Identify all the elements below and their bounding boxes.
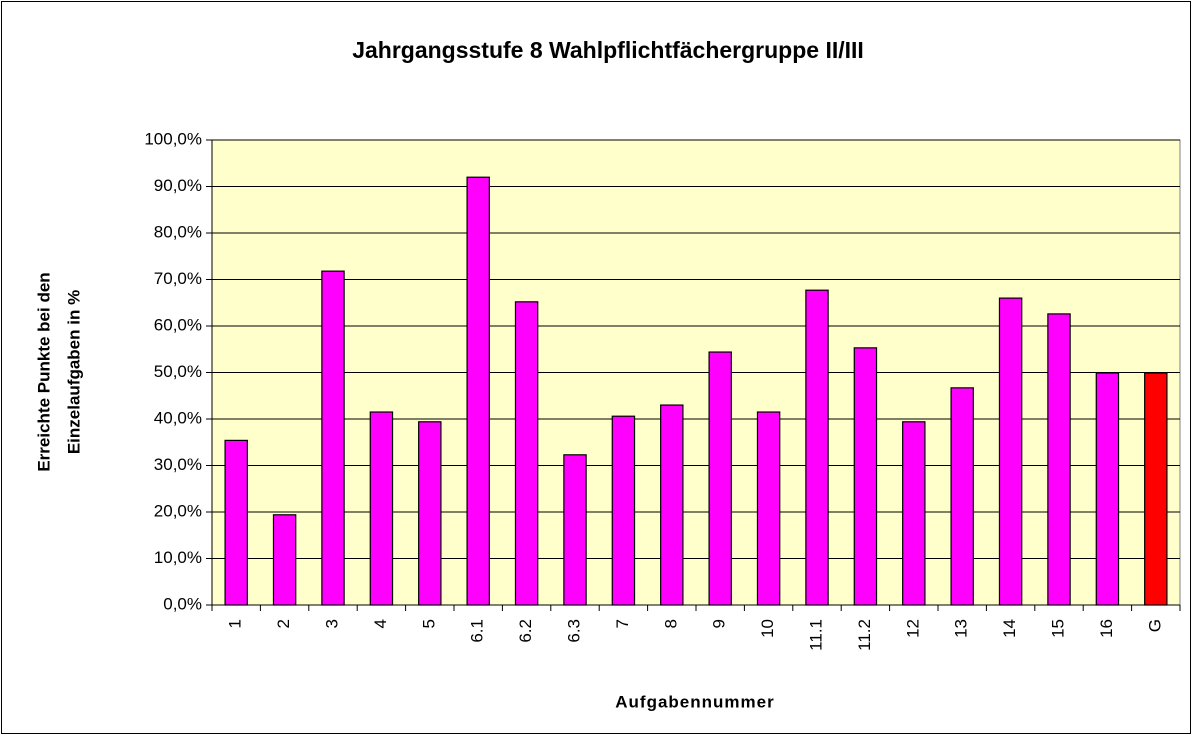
bar bbox=[708, 351, 732, 606]
x-tick-label: 6.2 bbox=[516, 619, 535, 643]
x-tick-label: 6.3 bbox=[564, 619, 583, 643]
bar bbox=[1095, 372, 1120, 606]
x-tick-label: 14 bbox=[1000, 619, 1019, 638]
bar bbox=[321, 270, 345, 606]
x-tick-label: 13 bbox=[952, 619, 971, 638]
x-axis-title: Aufgabennummer bbox=[615, 692, 774, 711]
bar bbox=[369, 411, 394, 606]
y-tick-label: 90,0% bbox=[154, 176, 202, 195]
x-tick-label: 5 bbox=[419, 619, 438, 628]
x-tick-label: 15 bbox=[1048, 619, 1067, 638]
x-tick-label: 4 bbox=[371, 619, 390, 628]
y-tick-label: 60,0% bbox=[154, 315, 202, 334]
bar bbox=[853, 347, 878, 606]
bar bbox=[563, 454, 587, 606]
bar bbox=[902, 421, 926, 606]
y-tick-label: 40,0% bbox=[154, 408, 202, 427]
x-tick-label: 1 bbox=[226, 619, 245, 628]
bar bbox=[224, 439, 248, 606]
chart-title: Jahrgangsstufe 8 Wahlpflichtfächergruppe… bbox=[352, 37, 864, 63]
bar bbox=[418, 421, 442, 606]
x-tick-label: 7 bbox=[613, 619, 632, 628]
x-tick-label: 6.1 bbox=[468, 619, 487, 643]
x-tick-label: 2 bbox=[274, 619, 293, 628]
bar bbox=[660, 404, 684, 606]
x-tick-label: 8 bbox=[661, 619, 680, 628]
y-tick-label: 70,0% bbox=[154, 269, 202, 288]
y-axis-title: Einzelaufgaben in % bbox=[64, 290, 83, 454]
bar bbox=[1144, 372, 1168, 606]
y-tick-label: 30,0% bbox=[154, 455, 202, 474]
bar bbox=[950, 387, 974, 606]
x-tick-label: 10 bbox=[758, 619, 777, 638]
x-tick-label: 9 bbox=[710, 619, 729, 628]
y-tick-label: 10,0% bbox=[154, 548, 202, 567]
y-tick-label: 50,0% bbox=[154, 362, 202, 381]
bar bbox=[514, 301, 539, 606]
y-tick-label: 0,0% bbox=[163, 594, 202, 613]
x-tick-label: G bbox=[1145, 619, 1164, 632]
x-tick-label: 11.2 bbox=[855, 619, 874, 651]
bar bbox=[272, 514, 297, 606]
bar bbox=[998, 297, 1023, 606]
bar bbox=[611, 415, 636, 606]
bar bbox=[805, 289, 829, 606]
bar bbox=[1047, 313, 1071, 606]
bar bbox=[466, 176, 490, 606]
x-tick-label: 12 bbox=[903, 619, 922, 638]
x-tick-label: 16 bbox=[1097, 619, 1116, 638]
x-tick-label: 3 bbox=[322, 619, 341, 628]
x-tick-label: 11.1 bbox=[806, 619, 825, 651]
y-tick-label: 80,0% bbox=[154, 222, 202, 241]
bar bbox=[756, 411, 781, 606]
y-tick-label: 100,0% bbox=[144, 129, 202, 148]
y-axis-title: Erreichte Punkte bei den bbox=[34, 272, 53, 471]
y-tick-label: 20,0% bbox=[154, 501, 202, 520]
